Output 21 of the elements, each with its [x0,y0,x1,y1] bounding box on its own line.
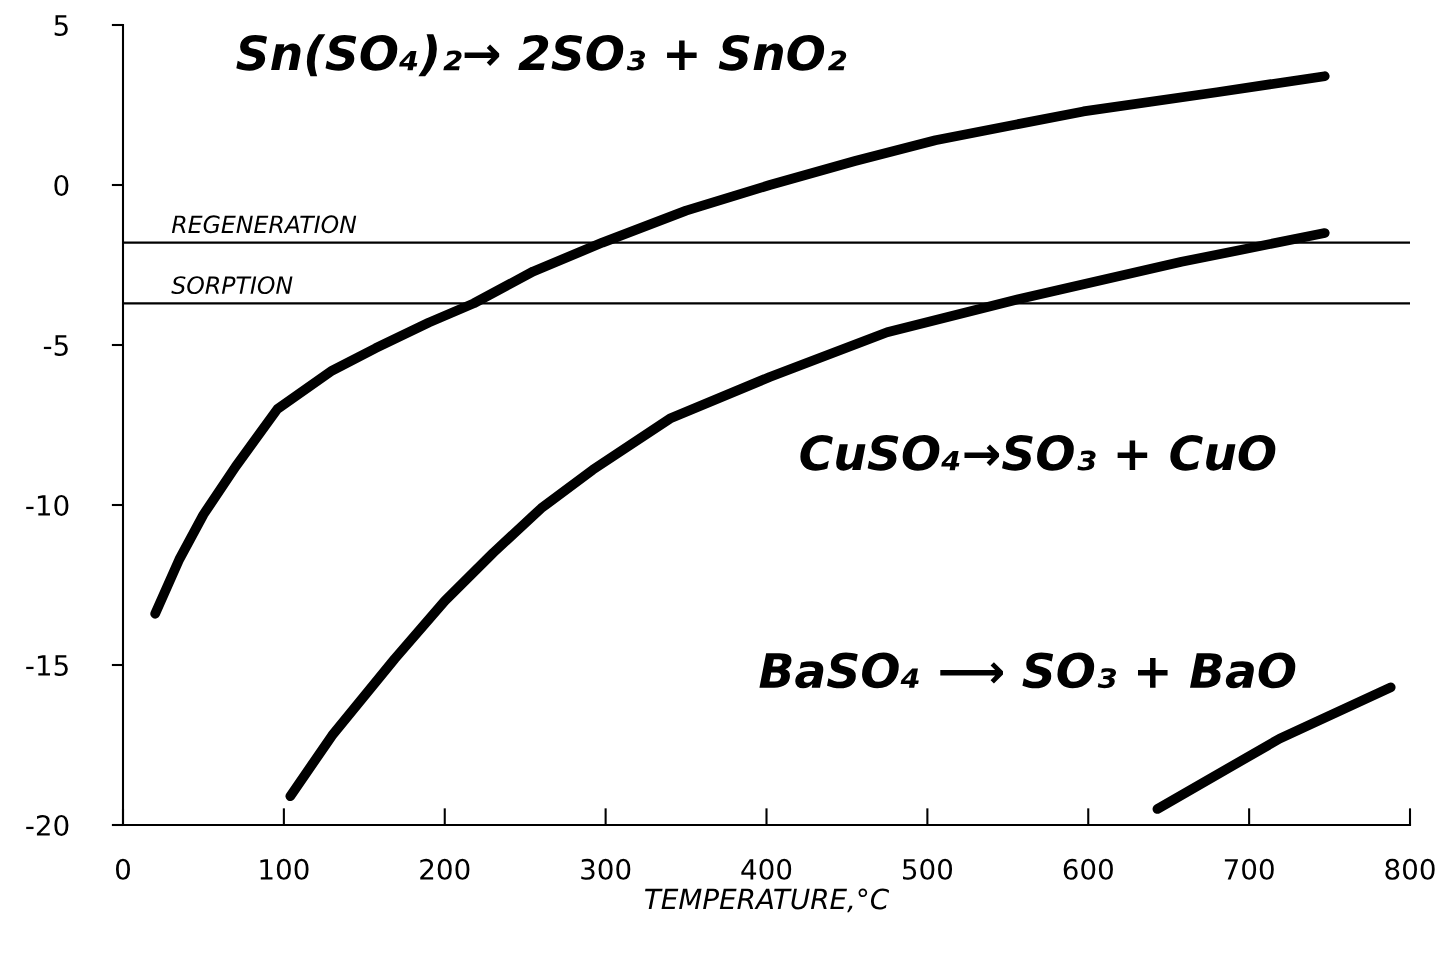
ref-line-label: SORPTION [171,276,293,295]
x-tick-label: 0 [115,858,130,880]
x-tick-label: 500 [903,858,953,880]
x-tick-label: 200 [420,858,470,880]
x-tick-label: 400 [741,858,792,880]
y-tick-label: 5 [54,15,68,36]
x-tick-label: 600 [1063,858,1113,880]
x-tick-label: 300 [581,858,631,880]
x-axis-title: TEMPERATURE,°C [645,888,890,913]
x-tick-label: 100 [260,858,309,880]
y-tick-label: 0 [54,174,69,196]
y-tick-label: -20 [26,814,69,836]
y-tick-label: -15 [26,655,68,676]
ref-line-label: REGENERATION [171,215,357,234]
x-tick-label: 700 [1224,858,1274,880]
series-label: BaSO₄ ⟶ SO₃ + BaO [759,652,1296,689]
series-label: Sn(SO₄)₂→ 2SO₃ + SnO₂ [236,34,847,77]
series-label: CuSO₄→SO₃ + CuO [800,434,1276,471]
y-tick-label: -5 [43,335,68,356]
x-tick-label: 800 [1385,858,1435,880]
y-tick-label: -10 [26,494,69,516]
